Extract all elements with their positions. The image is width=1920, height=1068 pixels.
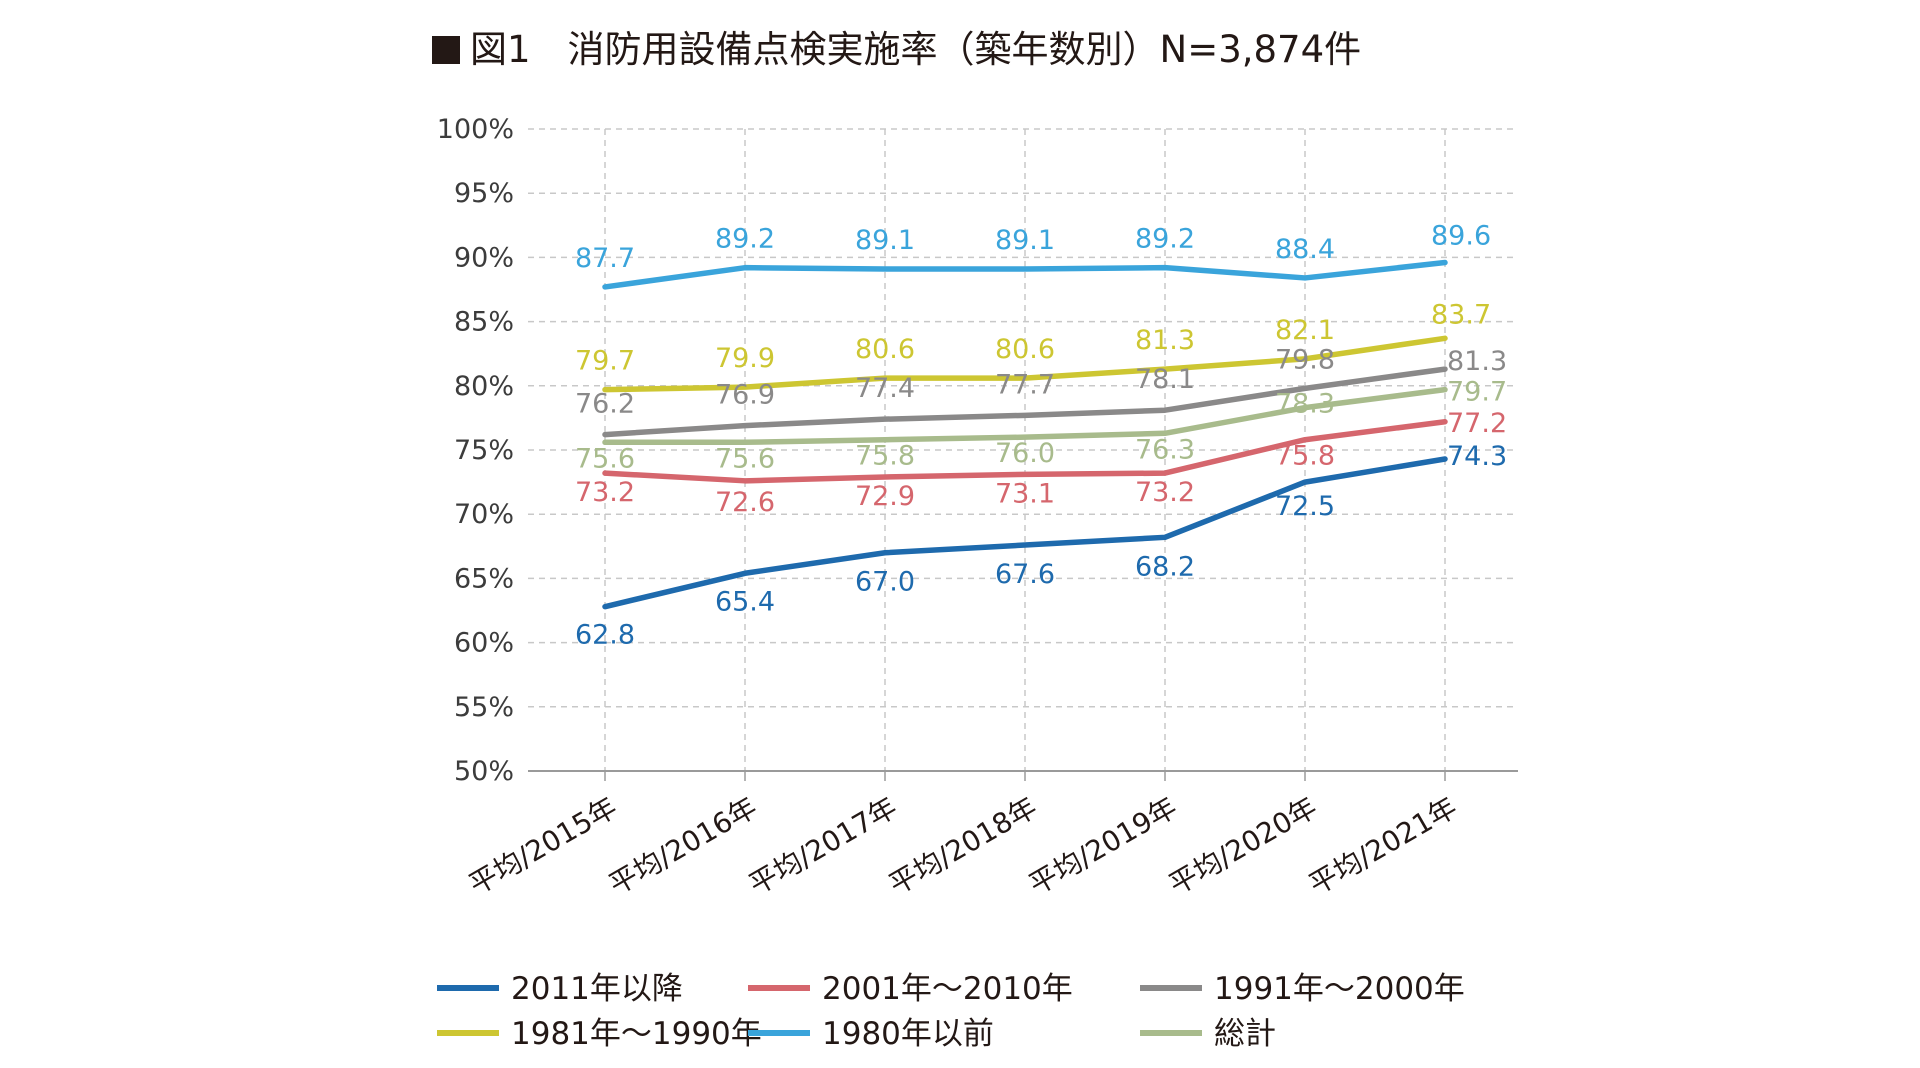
series-line — [602, 419, 1448, 484]
data-label: 89.1 — [855, 225, 915, 256]
data-label: 88.4 — [1275, 234, 1335, 265]
data-label: 76.9 — [715, 380, 775, 411]
data-label: 82.1 — [1275, 315, 1335, 346]
chart-title: 図1 消防用設備点検実施率（築年数別）N=3,874件 — [432, 24, 1361, 76]
data-label: 87.7 — [575, 243, 635, 274]
legend: 2011年以降 2001年～2010年 1991年～2000年 1981年～1990年… — [437, 971, 1465, 1052]
data-label: 89.6 — [1431, 221, 1491, 252]
data-label: 75.8 — [1275, 441, 1335, 472]
data-label: 67.6 — [995, 559, 1055, 590]
data-label: 77.4 — [855, 373, 915, 404]
x-tick-label: 平均/2016年 — [603, 790, 762, 901]
y-tick-label: 70% — [454, 499, 514, 530]
series-line — [602, 366, 1448, 438]
data-label: 72.9 — [855, 481, 915, 512]
legend-label: 2001年～2010年 — [822, 971, 1073, 1007]
data-label: 72.6 — [715, 487, 775, 518]
data-label: 79.7 — [1447, 377, 1507, 408]
y-tick-label: 100% — [437, 114, 514, 145]
data-label: 78.1 — [1135, 364, 1195, 395]
legend-label: 総計 — [1214, 1016, 1276, 1052]
y-tick-label: 55% — [454, 692, 514, 723]
data-label-layer: 62.8 65.4 67.0 67.6 68.2 72.5 74.3 73.2 72.6 72.9… — [575, 221, 1507, 651]
data-label: 73.1 — [995, 478, 1055, 509]
data-label: 74.3 — [1447, 441, 1507, 472]
data-label: 79.9 — [715, 343, 775, 374]
data-label: 75.6 — [575, 443, 635, 474]
data-label: 73.2 — [575, 477, 635, 508]
data-label: 67.0 — [855, 567, 915, 598]
y-tick-label: 80% — [454, 371, 514, 402]
data-label: 78.3 — [1275, 389, 1335, 420]
y-tick-label: 75% — [454, 435, 514, 466]
legend-label: 1980年以前 — [822, 1016, 994, 1052]
legend-label: 1981年～1990年 — [511, 1016, 762, 1052]
title-square-marker — [432, 36, 460, 64]
data-label: 72.5 — [1275, 491, 1335, 522]
data-label: 79.7 — [575, 346, 635, 377]
x-tick-label: 平均/2019年 — [1023, 790, 1182, 901]
data-label: 81.3 — [1135, 325, 1195, 356]
data-label: 73.2 — [1135, 477, 1195, 508]
y-tick-label: 85% — [454, 307, 514, 338]
series-line — [602, 456, 1448, 610]
data-label: 75.8 — [855, 441, 915, 472]
series-line — [602, 386, 1448, 446]
data-label: 62.8 — [575, 620, 635, 651]
data-label: 80.6 — [995, 334, 1055, 365]
data-label: 81.3 — [1447, 346, 1507, 377]
y-tick-label: 95% — [454, 178, 514, 209]
data-label: 77.7 — [995, 369, 1055, 400]
data-label: 89.2 — [1135, 224, 1195, 255]
data-label: 83.7 — [1431, 299, 1491, 330]
y-tick-label: 90% — [454, 242, 514, 273]
x-tick-label: 平均/2015年 — [463, 790, 622, 901]
x-tick-label: 平均/2020年 — [1163, 790, 1322, 901]
x-tick-label: 平均/2018年 — [883, 790, 1042, 901]
y-tick-label: 60% — [454, 628, 514, 659]
series-line — [602, 335, 1448, 393]
data-label: 89.2 — [715, 224, 775, 255]
data-label: 76.0 — [995, 438, 1055, 469]
data-label: 80.6 — [855, 334, 915, 365]
x-tick-label: 平均/2017年 — [743, 790, 902, 901]
y-tick-label: 65% — [454, 563, 514, 594]
legend-label: 2011年以降 — [511, 971, 683, 1007]
data-label: 76.3 — [1135, 434, 1195, 465]
series-line — [602, 259, 1448, 290]
data-label: 79.8 — [1275, 344, 1335, 375]
data-label: 89.1 — [995, 225, 1055, 256]
data-label: 68.2 — [1135, 551, 1195, 582]
series-layer — [602, 259, 1448, 610]
data-label: 77.2 — [1447, 408, 1507, 439]
y-tick-label: 50% — [454, 756, 514, 787]
data-label: 65.4 — [715, 586, 775, 617]
x-tick-label: 平均/2021年 — [1303, 790, 1462, 901]
legend-label: 1991年～2000年 — [1214, 971, 1465, 1007]
chart-title-text: 図1 消防用設備点検実施率（築年数別）N=3,874件 — [470, 28, 1362, 71]
data-label: 75.6 — [715, 443, 775, 474]
data-label: 76.2 — [575, 389, 635, 420]
